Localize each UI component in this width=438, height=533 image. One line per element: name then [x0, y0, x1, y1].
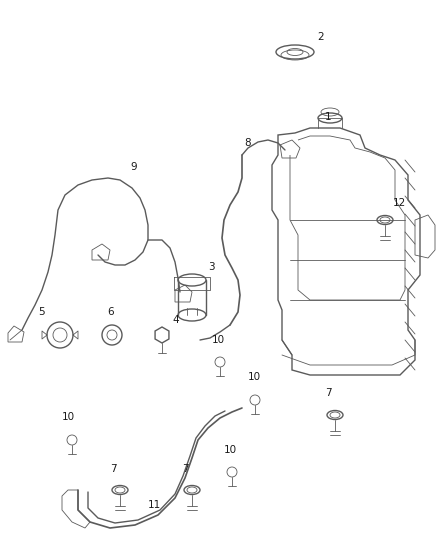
Text: 5: 5: [38, 307, 45, 317]
Text: 7: 7: [325, 388, 332, 398]
Text: 6: 6: [107, 307, 113, 317]
Text: 3: 3: [208, 262, 215, 272]
Text: 4: 4: [172, 315, 179, 325]
Text: 10: 10: [212, 335, 225, 345]
Text: 10: 10: [62, 412, 75, 422]
Text: 9: 9: [130, 162, 137, 172]
Text: 10: 10: [224, 445, 237, 455]
Text: 7: 7: [182, 464, 189, 474]
Text: 12: 12: [393, 198, 406, 208]
Text: 1: 1: [325, 112, 332, 122]
Text: 10: 10: [248, 372, 261, 382]
Text: 2: 2: [317, 32, 324, 42]
Text: 11: 11: [148, 500, 161, 510]
Text: 7: 7: [110, 464, 117, 474]
Text: 8: 8: [244, 138, 251, 148]
